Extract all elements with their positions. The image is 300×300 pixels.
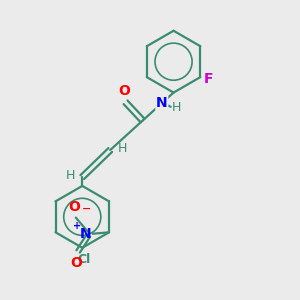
Text: O: O (118, 84, 130, 98)
Text: H: H (172, 101, 182, 114)
Text: O: O (68, 200, 80, 214)
Text: +: + (74, 220, 82, 230)
Text: H: H (118, 142, 127, 155)
Text: O: O (71, 256, 82, 270)
Text: N: N (80, 227, 92, 241)
Text: F: F (204, 72, 213, 86)
Text: −: − (82, 204, 92, 214)
Text: H: H (65, 169, 75, 182)
Text: Cl: Cl (77, 253, 90, 266)
Text: N: N (156, 96, 168, 110)
